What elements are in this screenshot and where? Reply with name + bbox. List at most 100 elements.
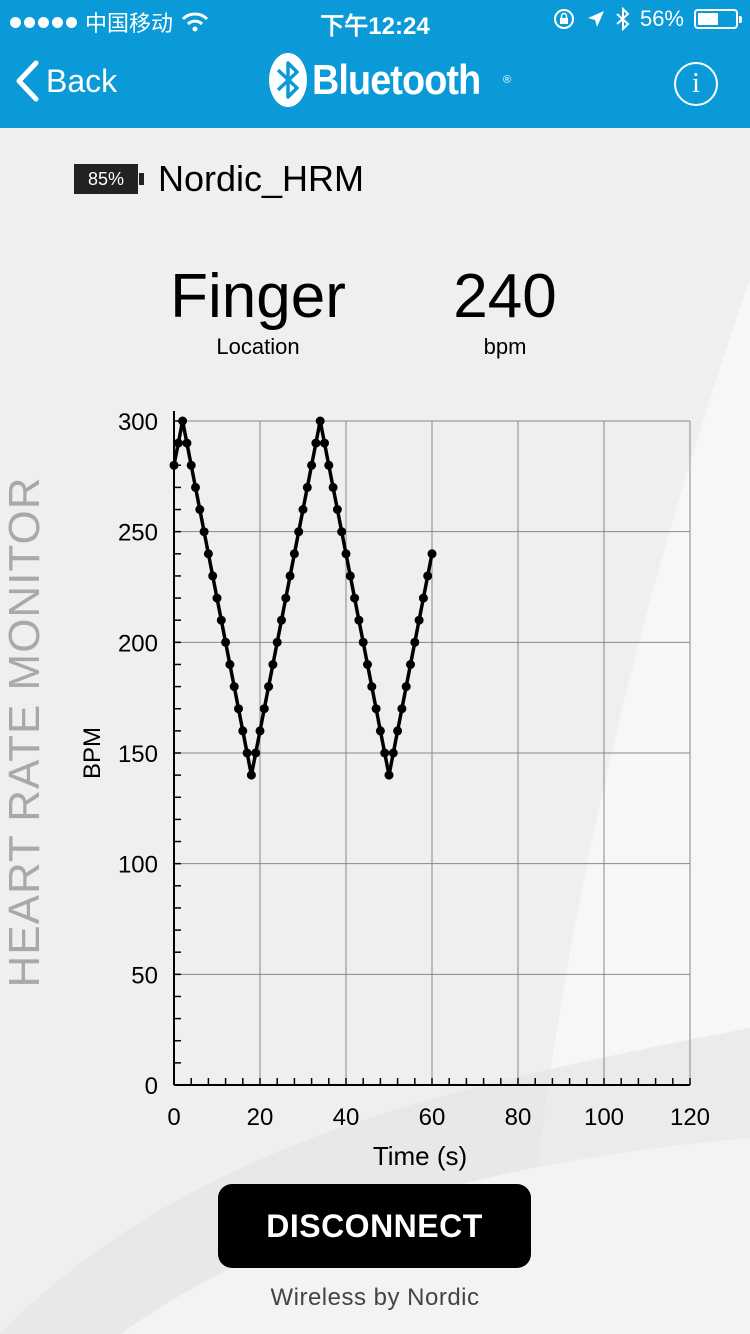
data-point	[414, 615, 424, 625]
chart-minor-ticks	[173, 420, 691, 1086]
info-icon[interactable]: i	[674, 62, 718, 106]
bpm-readout: 240 bpm	[405, 262, 605, 360]
location-readout: Finger Location	[158, 262, 358, 360]
chevron-left-icon	[16, 60, 39, 102]
y-tick-label: 300	[118, 409, 158, 436]
device-row: 85% Nordic_HRM	[74, 158, 364, 200]
data-point	[423, 571, 433, 581]
data-point	[251, 748, 261, 758]
data-point	[238, 726, 248, 736]
data-point	[418, 593, 428, 603]
data-point	[208, 571, 218, 581]
data-point	[363, 660, 372, 669]
data-point	[401, 682, 411, 692]
location-arrow-icon	[587, 11, 604, 27]
device-battery-badge: 85%	[74, 164, 144, 194]
y-axis-label: BPM	[79, 727, 106, 779]
data-point	[311, 438, 321, 448]
y-tick-label: 50	[131, 962, 158, 989]
data-point	[272, 637, 282, 647]
rotation-lock-icon	[553, 9, 574, 29]
y-tick-label: 250	[118, 520, 158, 547]
data-point	[354, 615, 364, 625]
carrier-name: 中国移动	[85, 11, 174, 36]
data-point	[281, 593, 291, 603]
data-point	[328, 482, 338, 492]
y-tick-label: 150	[118, 741, 158, 768]
data-point	[320, 438, 329, 448]
data-point	[169, 460, 179, 470]
bluetooth-rune-icon	[269, 53, 307, 107]
x-tick-label: 40	[333, 1104, 360, 1131]
nav-bar: Back Bluetooth ® i	[0, 40, 750, 128]
bluetooth-logo: Bluetooth ®	[268, 52, 511, 108]
data-point	[212, 593, 222, 603]
data-point	[199, 527, 209, 537]
battery-icon	[694, 9, 742, 29]
chart-axes	[173, 411, 690, 1086]
data-point	[371, 704, 381, 714]
data-point	[384, 770, 394, 780]
heart-rate-chart: 0 20 40 60 80 100 120 0 50 100 150 200 250 300 Time …	[79, 409, 710, 1171]
registered-mark: ®	[502, 74, 512, 86]
data-point	[191, 482, 200, 492]
data-point	[341, 549, 351, 559]
data-point	[268, 660, 278, 669]
bluetooth-status-icon	[616, 7, 630, 31]
location-value: Finger	[170, 262, 346, 331]
chart-grid	[174, 420, 691, 1085]
x-tick-label: 20	[247, 1104, 274, 1131]
data-point	[406, 660, 415, 669]
x-tick-label: 100	[584, 1104, 624, 1131]
data-point	[393, 726, 403, 736]
back-label: Back	[46, 62, 118, 99]
data-point	[234, 704, 243, 714]
device-name: Nordic_HRM	[158, 158, 365, 199]
status-right: 56%	[552, 6, 742, 32]
data-point	[264, 682, 274, 692]
x-axis-label: Time (s)	[373, 1141, 467, 1171]
data-point	[242, 748, 252, 758]
data-point	[298, 505, 308, 514]
status-time: 下午12:24	[320, 13, 430, 40]
data-point	[178, 416, 188, 426]
footer-text: Wireless by Nordic	[270, 1284, 480, 1311]
status-left: 中国移动	[10, 6, 209, 38]
data-point	[332, 505, 342, 514]
x-tick-label: 0	[167, 1104, 180, 1131]
signal-strength-icon	[10, 16, 77, 28]
location-label: Location	[216, 334, 300, 359]
data-point	[324, 460, 334, 470]
data-point	[294, 527, 304, 537]
y-tick-labels: 0 50 100 150 200 250 300	[118, 409, 158, 1100]
data-point	[410, 637, 420, 647]
data-point	[182, 438, 192, 448]
top-bar: 中国移动 下午12:24 56%	[0, 0, 750, 128]
data-point	[307, 460, 317, 470]
battery-percent: 56%	[639, 6, 684, 31]
y-tick-label: 0	[145, 1073, 158, 1100]
data-point	[259, 704, 269, 714]
disconnect-button[interactable]: DISCONNECT	[218, 1184, 531, 1268]
status-bar: 中国移动 下午12:24 56%	[0, 0, 750, 40]
back-button[interactable]: Back	[14, 60, 117, 102]
data-point	[388, 748, 398, 758]
data-point	[173, 438, 183, 448]
data-point	[375, 726, 385, 736]
data-point	[285, 571, 295, 581]
data-point	[216, 615, 226, 625]
data-point	[302, 482, 312, 492]
data-point	[367, 682, 377, 692]
side-label-text: HEART RATE MONITOR	[0, 476, 49, 988]
data-point	[255, 726, 265, 736]
data-point	[350, 593, 360, 603]
data-point	[397, 704, 407, 714]
data-point	[427, 549, 437, 559]
series-points	[169, 416, 437, 780]
data-point	[345, 571, 355, 581]
data-point	[195, 505, 205, 514]
data-point	[229, 682, 239, 692]
data-point	[315, 416, 325, 426]
background-swoosh	[0, 278, 750, 1334]
x-tick-label: 60	[419, 1104, 446, 1131]
